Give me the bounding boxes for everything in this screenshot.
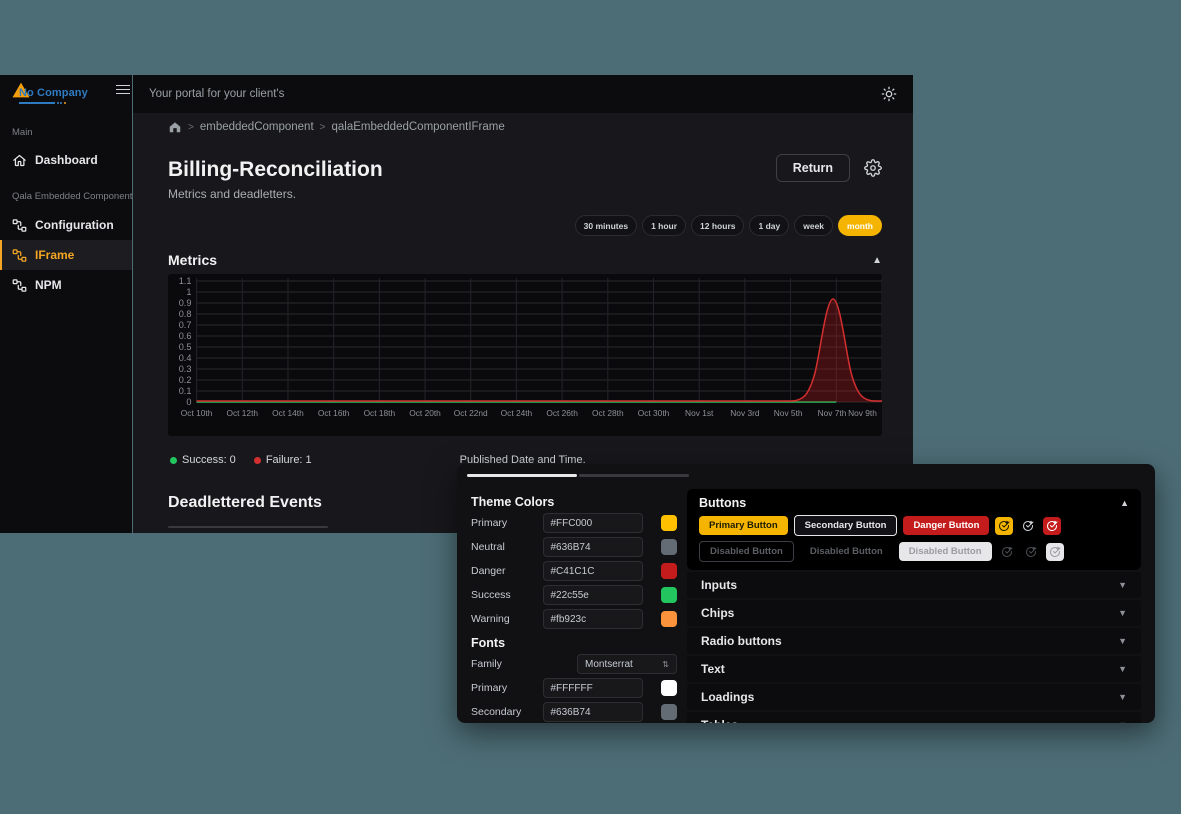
svg-text:0: 0 [186,397,191,407]
svg-text:Nov 9th: Nov 9th [848,409,877,418]
svg-text:Oct 16th: Oct 16th [318,409,350,418]
svg-text:Oct 10th: Oct 10th [181,409,213,418]
svg-text:Oct 18th: Oct 18th [364,409,396,418]
svg-text:Oct 24th: Oct 24th [501,409,533,418]
svg-text:0.4: 0.4 [179,353,192,363]
svg-text:0.8: 0.8 [179,309,192,319]
svg-text:Oct 28th: Oct 28th [592,409,624,418]
svg-text:Oct 12th: Oct 12th [226,409,258,418]
svg-text:0.1: 0.1 [179,386,192,396]
svg-text:Oct 26th: Oct 26th [546,409,578,418]
svg-text:0.2: 0.2 [179,375,192,385]
svg-text:0.7: 0.7 [179,320,192,330]
svg-text:0.9: 0.9 [179,298,192,308]
svg-text:0.3: 0.3 [179,364,192,374]
svg-text:Nov 1st: Nov 1st [685,409,714,418]
svg-text:Nov 5th: Nov 5th [774,409,803,418]
svg-text:Oct 22nd: Oct 22nd [454,409,488,418]
svg-text:Nov 7th: Nov 7th [818,409,847,418]
svg-text:0.6: 0.6 [179,331,192,341]
svg-text:0.5: 0.5 [179,342,192,352]
svg-text:Oct 30th: Oct 30th [638,409,670,418]
svg-text:Oct 20th: Oct 20th [409,409,441,418]
svg-text:Oct 14th: Oct 14th [272,409,304,418]
svg-text:1: 1 [186,287,191,297]
svg-text:Nov 3rd: Nov 3rd [730,409,760,418]
svg-text:1.1: 1.1 [179,276,192,286]
